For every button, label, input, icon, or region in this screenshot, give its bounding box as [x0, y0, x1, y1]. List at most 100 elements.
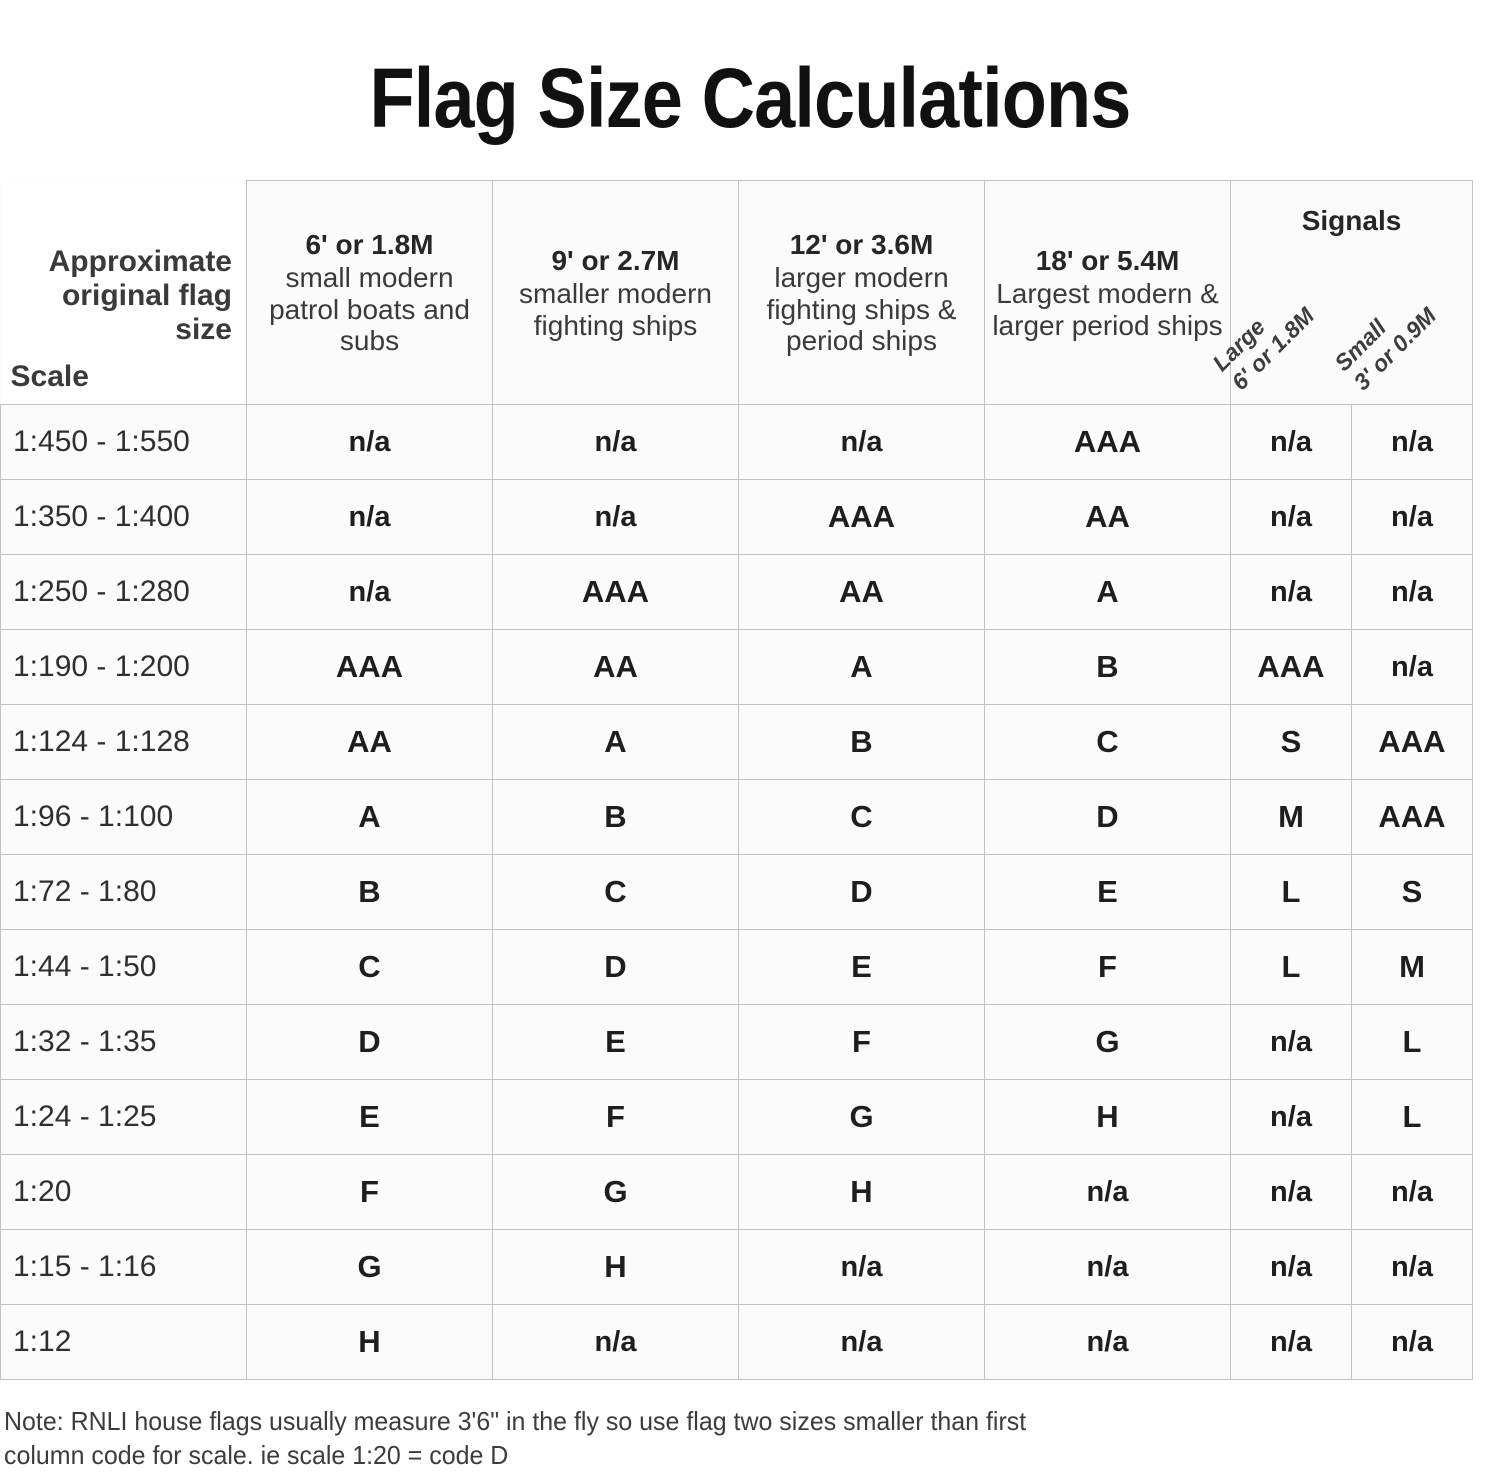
approx-line-1: Approximate — [48, 244, 232, 278]
cell-signals-large: L — [1230, 854, 1352, 930]
cell-12ft: D — [738, 854, 985, 930]
cell-9ft: C — [492, 854, 739, 930]
cell-6ft: n/a — [246, 479, 493, 555]
cell-6ft: C — [246, 929, 493, 1005]
cell-scale: 1:124 - 1:128 — [0, 704, 247, 780]
table-header-row: Approximate original flag size Scale 6' … — [0, 180, 1473, 405]
cell-18ft: n/a — [984, 1229, 1231, 1305]
column-header-18ft-desc: Largest modern & larger period ships — [992, 277, 1223, 341]
approx-line-2: original flag — [61, 279, 232, 313]
cell-signals-small: n/a — [1351, 1229, 1473, 1305]
cell-6ft: F — [246, 1154, 493, 1230]
approximate-flag-size-label: Approximate original flag size — [1, 237, 232, 348]
cell-18ft: F — [984, 929, 1231, 1005]
signals-rotated-labels: Large 6' or 1.8M Small 3' or 0.9M — [1207, 261, 1473, 401]
cell-signals-small: L — [1351, 1004, 1473, 1080]
cell-signals-large: n/a — [1230, 1304, 1352, 1380]
cell-9ft: E — [492, 1004, 739, 1080]
signals-title: Signals — [1301, 205, 1402, 236]
table-row: 1:350 - 1:400 n/a n/a AAA AA n/a n/a — [0, 479, 1473, 555]
cell-12ft: H — [738, 1154, 985, 1230]
cell-scale: 1:350 - 1:400 — [0, 479, 247, 555]
cell-12ft: AA — [738, 554, 985, 630]
flag-size-table: Approximate original flag size Scale 6' … — [0, 180, 1473, 1380]
cell-signals-large: n/a — [1230, 404, 1352, 480]
table-row: 1:44 - 1:50 C D E F L M — [0, 929, 1473, 1005]
cell-18ft: A — [984, 554, 1231, 630]
cell-signals-small: S — [1351, 854, 1473, 930]
cell-6ft: B — [246, 854, 493, 930]
table-body: 1:450 - 1:550 n/a n/a n/a AAA n/a n/a 1:… — [0, 404, 1473, 1380]
column-header-6ft-desc: small modern patrol boats and subs — [269, 261, 470, 357]
cell-6ft: A — [246, 779, 493, 855]
cell-scale: 1:72 - 1:80 — [0, 854, 247, 930]
cell-scale: 1:190 - 1:200 — [0, 629, 247, 705]
table-row: 1:15 - 1:16 G H n/a n/a n/a n/a — [0, 1229, 1473, 1305]
cell-9ft: n/a — [492, 404, 739, 480]
column-header-18ft: 18' or 5.4M Largest modern & larger peri… — [984, 180, 1231, 405]
cell-signals-small: n/a — [1351, 1154, 1473, 1230]
footer-note-line-2: column code for scale. ie scale 1:20 = c… — [4, 1440, 509, 1471]
cell-signals-large: n/a — [1230, 554, 1352, 630]
cell-6ft: E — [246, 1079, 493, 1155]
cell-6ft: AA — [246, 704, 493, 780]
cell-18ft: AA — [984, 479, 1231, 555]
cell-6ft: D — [246, 1004, 493, 1080]
cell-signals-small: n/a — [1351, 479, 1473, 555]
cell-12ft: G — [738, 1079, 985, 1155]
cell-12ft: n/a — [738, 1304, 985, 1380]
cell-12ft: A — [738, 629, 985, 705]
cell-6ft: n/a — [246, 404, 493, 480]
cell-signals-small: n/a — [1351, 554, 1473, 630]
column-header-12ft-desc: larger modern fighting ships & period sh… — [766, 261, 957, 357]
cell-9ft: G — [492, 1154, 739, 1230]
cell-12ft: n/a — [738, 1229, 985, 1305]
column-header-12ft-size: 12' or 3.6M — [789, 228, 934, 260]
table-row: 1:190 - 1:200 AAA AA A B AAA n/a — [0, 629, 1473, 705]
cell-12ft: E — [738, 929, 985, 1005]
cell-signals-large: M — [1230, 779, 1352, 855]
column-header-9ft: 9' or 2.7M smaller modern fighting ships — [492, 180, 739, 405]
cell-12ft: B — [738, 704, 985, 780]
cell-signals-large: n/a — [1230, 1004, 1352, 1080]
signals-small-label: Small 3' or 0.9M — [1329, 283, 1441, 395]
cell-signals-small: M — [1351, 929, 1473, 1005]
cell-18ft: H — [984, 1079, 1231, 1155]
cell-signals-large: n/a — [1230, 1079, 1352, 1155]
cell-signals-large: n/a — [1230, 479, 1352, 555]
approx-line-3: size — [175, 313, 232, 347]
cell-18ft: n/a — [984, 1154, 1231, 1230]
column-header-signals: Signals Large 6' or 1.8M Small 3' or 0.9… — [1207, 180, 1473, 405]
cell-scale: 1:450 - 1:550 — [0, 404, 247, 480]
cell-signals-large: n/a — [1230, 1154, 1352, 1230]
cell-scale: 1:96 - 1:100 — [0, 779, 247, 855]
cell-18ft: C — [984, 704, 1231, 780]
cell-12ft: C — [738, 779, 985, 855]
cell-18ft: n/a — [984, 1304, 1231, 1380]
column-header-6ft: 6' or 1.8M small modern patrol boats and… — [246, 180, 493, 405]
column-header-9ft-size: 9' or 2.7M — [551, 244, 680, 276]
cell-signals-small: n/a — [1351, 1304, 1473, 1380]
cell-9ft: n/a — [492, 1304, 739, 1380]
cell-9ft: F — [492, 1079, 739, 1155]
cell-18ft: D — [984, 779, 1231, 855]
cell-12ft: F — [738, 1004, 985, 1080]
cell-18ft: B — [984, 629, 1231, 705]
footer-note-line-1: Note: RNLI house flags usually measure 3… — [4, 1406, 1027, 1436]
table-row: 1:32 - 1:35 D E F G n/a L — [0, 1004, 1473, 1080]
cell-6ft: G — [246, 1229, 493, 1305]
page-title: Flag Size Calculations — [369, 51, 1131, 145]
table-row: 1:96 - 1:100 A B C D M AAA — [0, 779, 1473, 855]
cell-9ft: AA — [492, 629, 739, 705]
scale-label: Scale — [10, 360, 89, 393]
cell-signals-small: n/a — [1351, 404, 1473, 480]
cell-signals-large: AAA — [1230, 629, 1352, 705]
cell-18ft: G — [984, 1004, 1231, 1080]
table-row: 1:20 F G H n/a n/a n/a — [0, 1154, 1473, 1230]
cell-18ft: AAA — [984, 404, 1231, 480]
footer-note: Note: RNLI house flags usually measure 3… — [4, 1404, 1252, 1473]
cell-6ft: n/a — [246, 554, 493, 630]
cell-9ft: n/a — [492, 479, 739, 555]
cell-18ft: E — [984, 854, 1231, 930]
